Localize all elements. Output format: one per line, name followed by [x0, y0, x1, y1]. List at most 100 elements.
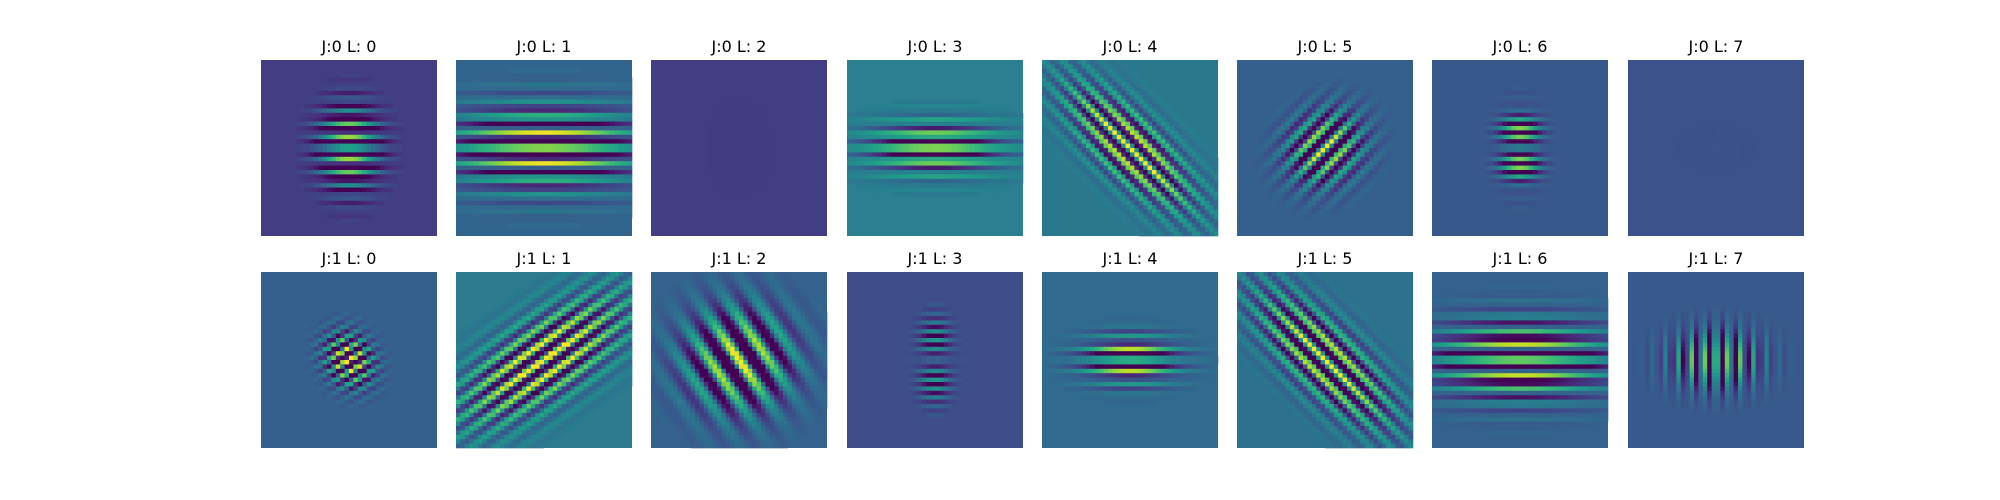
kernel-cell — [864, 170, 870, 175]
kernel-cell — [1325, 152, 1330, 158]
kernel-cell — [588, 126, 593, 131]
kernel-cell — [1018, 170, 1024, 175]
kernel-cell — [987, 148, 993, 153]
kernel-cell — [1072, 134, 1078, 140]
kernel-cell — [491, 104, 496, 109]
kernel-cell — [539, 174, 545, 180]
kernel-cell — [1046, 77, 1052, 83]
kernel-cell — [557, 214, 562, 219]
kernel-cell — [1178, 227, 1184, 232]
kernel-cell — [1294, 200, 1299, 206]
kernel-cell — [522, 152, 527, 158]
kernel-cell — [605, 200, 611, 206]
panel-title: J:0 L: 3 — [907, 37, 963, 56]
kernel-cell — [1108, 196, 1113, 202]
kernel-cell — [886, 170, 892, 175]
kernel-cell — [721, 165, 727, 171]
kernel-cell — [1121, 183, 1126, 188]
kernel-cell — [1213, 174, 1219, 180]
kernel-cell — [869, 130, 874, 136]
kernel-cell — [1263, 156, 1269, 162]
kernel-cell — [596, 112, 602, 118]
kernel-cell — [530, 90, 536, 96]
kernel-cell — [895, 108, 901, 114]
kernel-cell — [992, 143, 997, 149]
kernel-cell — [322, 152, 328, 158]
kernel-cell — [530, 214, 536, 219]
kernel-cell — [344, 161, 350, 166]
kernel-cell — [482, 126, 488, 131]
kernel-cell — [1303, 183, 1308, 188]
kernel-cell — [1316, 196, 1321, 202]
kernel-cell — [1294, 95, 1299, 100]
kernel-cell — [610, 192, 615, 197]
kernel-cell — [517, 73, 523, 78]
kernel-cell — [318, 130, 323, 136]
kernel-cell — [588, 156, 593, 162]
kernel-cell — [557, 178, 562, 184]
kernel-cell — [539, 139, 545, 144]
kernel-cell — [1272, 143, 1277, 149]
kernel-cell — [1090, 82, 1096, 87]
kernel-cell — [592, 192, 598, 197]
kernel-cell — [508, 170, 514, 175]
kernel-cell — [570, 218, 576, 224]
kernel-cell — [313, 117, 319, 122]
kernel-cell — [877, 112, 883, 118]
kernel-cell — [917, 156, 923, 162]
kernel-cell — [1285, 95, 1291, 100]
kernel-cell — [344, 196, 350, 202]
kernel-cell — [1116, 77, 1122, 83]
kernel-cell — [1094, 183, 1100, 188]
kernel-cell — [847, 139, 852, 144]
kernel-cell — [1281, 143, 1286, 149]
kernel-cell — [1382, 104, 1387, 109]
kernel-cell — [535, 187, 540, 193]
kernel-cell — [1112, 178, 1118, 184]
kernel-cell — [491, 143, 496, 149]
kernel-cell — [331, 112, 337, 118]
kernel-cell — [601, 187, 606, 193]
kernel-cell — [579, 117, 584, 122]
kernel-cell — [996, 104, 1002, 109]
kernel-cell — [548, 73, 554, 78]
kernel-cell — [992, 187, 997, 193]
kernel-cell — [495, 112, 501, 118]
kernel-cell — [526, 139, 532, 144]
kernel-cell — [552, 178, 558, 184]
kernel-cell — [1294, 178, 1299, 184]
kernel-cell — [1382, 152, 1387, 158]
kernel-cell — [508, 86, 514, 92]
kernel-cell — [996, 126, 1002, 131]
kernel-cell — [899, 161, 905, 166]
kernel-cell — [1272, 174, 1277, 180]
kernel-cell — [388, 156, 394, 162]
kernel-cell — [1320, 152, 1326, 158]
kernel-cell — [588, 152, 593, 158]
kernel-cell — [1338, 86, 1343, 92]
kernel-cell — [456, 165, 461, 171]
kernel-cell — [517, 99, 523, 105]
kernel-cell — [1182, 139, 1188, 144]
kernel-cell — [561, 196, 567, 202]
kernel-cell — [930, 126, 936, 131]
kernel-cell — [460, 148, 466, 153]
kernel-cell — [1311, 108, 1317, 114]
kernel-cell — [1143, 165, 1148, 171]
kernel-cell — [1081, 99, 1087, 105]
kernel-cell — [495, 134, 501, 140]
kernel-cell — [1342, 143, 1348, 149]
kernel-cell — [614, 152, 620, 158]
kernel-cell — [1014, 148, 1019, 153]
kernel-cell — [544, 121, 549, 127]
kernel-cell — [544, 196, 549, 202]
kernel-cell — [530, 196, 536, 202]
kernel-cell — [464, 183, 470, 188]
kernel-cell — [1311, 192, 1317, 197]
kernel-cell — [851, 148, 857, 153]
kernel-cell — [734, 134, 740, 140]
kernel-cell — [904, 143, 909, 149]
kernel-cell — [548, 187, 554, 193]
kernel-cell — [1014, 117, 1019, 122]
kernel-cell — [926, 126, 931, 131]
